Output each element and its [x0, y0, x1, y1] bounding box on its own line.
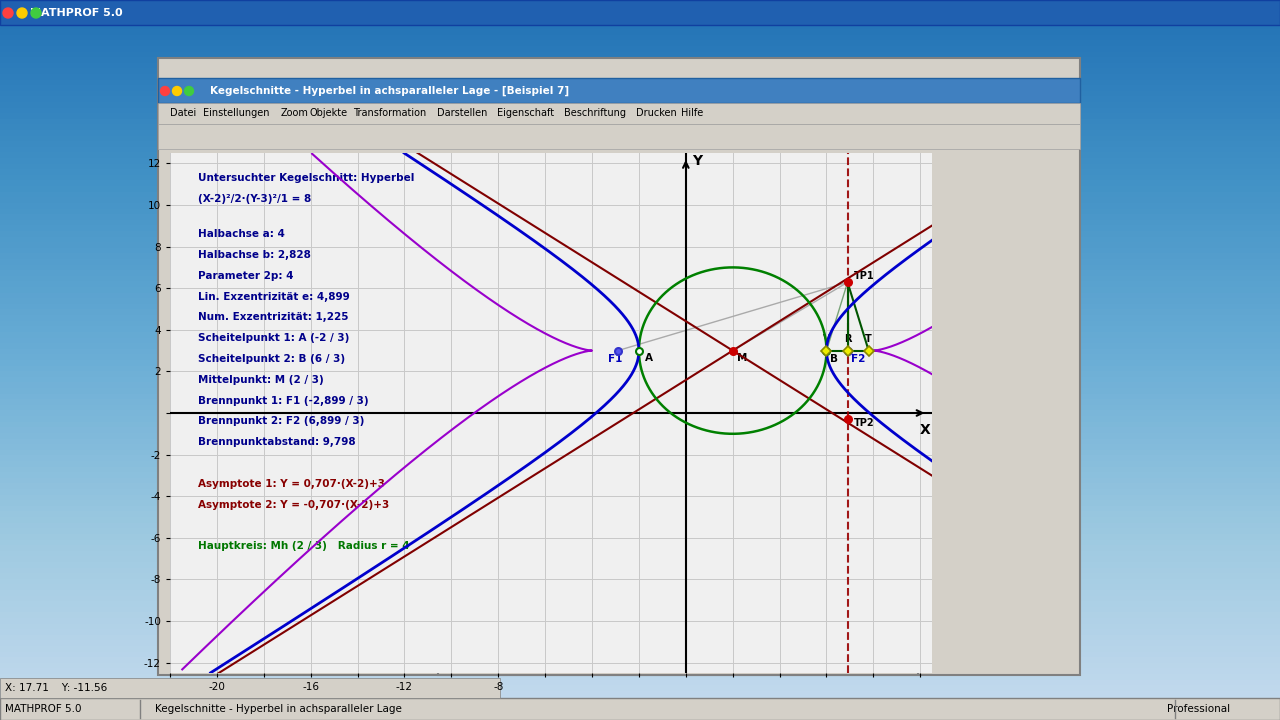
Text: Darstellen: Darstellen	[436, 108, 486, 118]
Circle shape	[17, 8, 27, 18]
Text: ☑ U-Stelle mark.: ☑ U-Stelle mark.	[590, 597, 684, 607]
Bar	[157, 78, 1080, 103]
Circle shape	[3, 8, 13, 18]
Text: MATHPROF 5.0: MATHPROF 5.0	[5, 704, 82, 714]
Text: Halbachse a: 4: Halbachse a: 4	[198, 229, 285, 239]
Text: Hilfe: Hilfe	[681, 108, 703, 118]
Bar	[157, 124, 1080, 149]
Text: Eigenschaft: Eigenschaft	[498, 108, 554, 118]
Bar	[0, 678, 500, 698]
Text: F2: F2	[851, 354, 865, 364]
Text: T: T	[865, 334, 872, 344]
Text: Brennpunkt 1: F1 (-2,899 / 3): Brennpunkt 1: F1 (-2,899 / 3)	[198, 395, 369, 405]
FancyBboxPatch shape	[809, 612, 906, 634]
Text: (X-2)²/2·(Y-3)²/1 = 8: (X-2)²/2·(Y-3)²/1 = 8	[198, 194, 311, 204]
Text: Brennpunktabstand: 9,798: Brennpunktabstand: 9,798	[198, 437, 356, 447]
Text: Kegelschnitte - Hyperbel in achsparalleler Lage - [Beispiel 7]: Kegelschnitte - Hyperbel in achsparallel…	[210, 86, 570, 96]
Circle shape	[440, 550, 448, 558]
Circle shape	[465, 550, 472, 558]
Text: Einstellungen: Einstellungen	[204, 108, 270, 118]
Text: Transformation: Transformation	[353, 108, 426, 118]
Text: □ Koordinaten: □ Koordinaten	[700, 575, 781, 585]
Text: Untersuchter Kegelschnitt: Hyperbel: Untersuchter Kegelschnitt: Hyperbel	[198, 173, 415, 183]
Text: ☑ Asymptoten: ☑ Asymptoten	[810, 597, 891, 607]
Bar	[157, 103, 1080, 124]
Text: Num. Exzentrizität: 1,225: Num. Exzentrizität: 1,225	[198, 312, 348, 323]
Text: F1: F1	[608, 354, 622, 364]
Text: Mittelpunkt: M (2 / 3): Mittelpunkt: M (2 / 3)	[198, 374, 324, 384]
Text: Scheitelpunkt 2: B (6 / 3): Scheitelpunkt 2: B (6 / 3)	[198, 354, 346, 364]
Text: Asymptote 1: Y = 0,707·(X-2)+3: Asymptote 1: Y = 0,707·(X-2)+3	[198, 479, 385, 489]
Circle shape	[452, 550, 460, 558]
Text: R: R	[844, 334, 851, 344]
Text: Halbachse b: 2,828: Halbachse b: 2,828	[198, 250, 311, 260]
Text: Auswahl:  Subtangent. u. Subnorm.: Auswahl: Subtangent. u. Subnorm.	[595, 618, 780, 628]
Text: Lin. Exzentrizität e: 4,899: Lin. Exzentrizität e: 4,899	[198, 292, 349, 302]
Text: Beschriftung: Beschriftung	[564, 108, 626, 118]
Text: Datei: Datei	[170, 108, 196, 118]
FancyBboxPatch shape	[438, 540, 918, 675]
Text: Parameter 2p: 4: Parameter 2p: 4	[198, 271, 293, 281]
Circle shape	[160, 86, 169, 96]
Text: Brennpunkt 2: F2 (6,899 / 3): Brennpunkt 2: F2 (6,899 / 3)	[198, 416, 365, 426]
Circle shape	[31, 8, 41, 18]
Text: A: A	[645, 353, 653, 363]
Text: Kegelschnitte - Hyperbel in achsparalleler Lage: Kegelschnitte - Hyperbel in achsparallel…	[155, 704, 402, 714]
Bar	[157, 58, 1080, 675]
Text: Hauptkreis: Mh (2 / 3)   Radius r = 4: Hauptkreis: Mh (2 / 3) Radius r = 4	[198, 541, 410, 551]
Text: Scheitelpunkt 1: A (-2 / 3): Scheitelpunkt 1: A (-2 / 3)	[198, 333, 349, 343]
Text: Kegelschnitte in achsparalleler Lage: Kegelschnitte in achsparalleler Lage	[485, 549, 700, 559]
Circle shape	[184, 86, 193, 96]
Text: ☑ Evolute: ☑ Evolute	[454, 575, 511, 585]
Text: ☑ Brennstrahlen: ☑ Brennstrahlen	[454, 597, 548, 607]
Text: Asymptote 2: Y = -0,707·(X-2)+3: Asymptote 2: Y = -0,707·(X-2)+3	[198, 500, 389, 510]
Text: ☑ Hauptkreis: ☑ Hauptkreis	[810, 575, 884, 585]
Text: Zoom: Zoom	[282, 108, 308, 118]
Text: X: X	[919, 423, 931, 437]
Bar	[438, 543, 918, 565]
Circle shape	[173, 86, 182, 96]
Text: ☑ Punkte: ☑ Punkte	[590, 575, 643, 585]
Text: Professional: Professional	[1167, 704, 1230, 714]
Bar	[0, 698, 1280, 720]
Text: B: B	[829, 354, 838, 364]
Text: V: V	[823, 334, 831, 344]
Text: TP1: TP1	[854, 271, 874, 282]
Bar	[590, 614, 765, 632]
Text: Y: Y	[691, 154, 701, 168]
Text: □ Details: □ Details	[700, 597, 753, 607]
Text: Objekte: Objekte	[308, 108, 347, 118]
Text: TP2: TP2	[854, 418, 874, 428]
Text: M: M	[737, 353, 748, 363]
Text: 💾 Ausblenden: 💾 Ausblenden	[822, 618, 892, 628]
Bar	[0, 0, 1280, 25]
Text: X: 17.71    Y: -11.56: X: 17.71 Y: -11.56	[5, 683, 108, 693]
Text: □ Krümmungskreise: □ Krümmungskreise	[454, 619, 571, 629]
Text: Drucken: Drucken	[636, 108, 677, 118]
Text: MATHPROF 5.0: MATHPROF 5.0	[29, 8, 123, 18]
